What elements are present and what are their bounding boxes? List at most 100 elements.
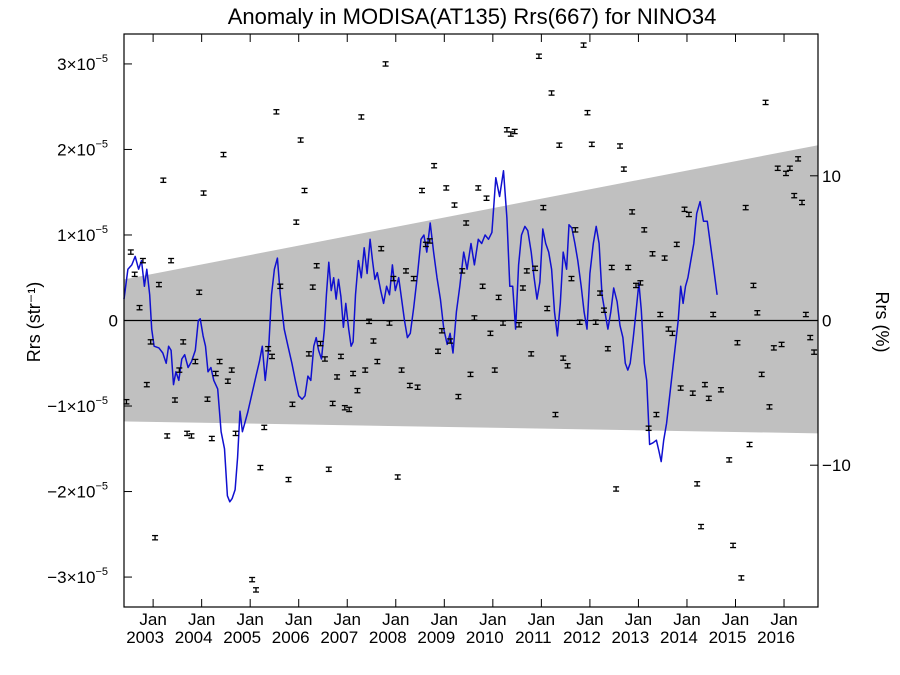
data-point bbox=[657, 311, 664, 318]
data-point bbox=[171, 397, 178, 403]
data-point bbox=[572, 227, 579, 233]
data-point bbox=[305, 351, 312, 357]
data-point bbox=[394, 474, 401, 480]
data-point bbox=[366, 318, 373, 325]
data-point bbox=[710, 311, 717, 318]
data-point bbox=[778, 341, 785, 348]
x-tick-year: 2010 bbox=[466, 628, 504, 647]
data-point bbox=[685, 211, 692, 218]
data-point bbox=[329, 400, 336, 407]
y-right-tick-label: −10 bbox=[822, 456, 851, 475]
data-point bbox=[544, 305, 551, 312]
y-tick-label: −1×10−5 bbox=[47, 395, 108, 416]
y-tick-label: 1×10−5 bbox=[57, 224, 108, 245]
data-point bbox=[257, 464, 264, 471]
data-point bbox=[192, 358, 199, 365]
data-point bbox=[378, 245, 385, 252]
data-point bbox=[564, 363, 571, 369]
x-tick-year: 2015 bbox=[709, 628, 747, 647]
data-point bbox=[795, 156, 802, 162]
data-point bbox=[293, 219, 300, 225]
data-point bbox=[176, 367, 183, 373]
data-point bbox=[410, 275, 417, 282]
data-point bbox=[483, 195, 490, 201]
data-point bbox=[625, 264, 632, 271]
data-point bbox=[802, 311, 809, 318]
y-axis-label-right: Rrs (%) bbox=[872, 292, 892, 353]
data-point bbox=[390, 275, 397, 282]
data-point bbox=[532, 265, 539, 272]
x-tick-month: Jan bbox=[334, 610, 361, 629]
data-point bbox=[406, 382, 413, 389]
data-point bbox=[471, 315, 478, 321]
data-point bbox=[588, 141, 595, 148]
x-tick-month: Jan bbox=[770, 610, 797, 629]
data-point bbox=[811, 349, 818, 355]
data-point bbox=[139, 257, 146, 264]
y-tick-label: 0 bbox=[109, 312, 118, 331]
data-point bbox=[540, 204, 547, 211]
y-tick-label: −2×10−5 bbox=[47, 481, 108, 502]
data-point bbox=[528, 351, 535, 357]
data-point bbox=[661, 255, 668, 261]
data-point bbox=[147, 339, 154, 345]
data-point bbox=[309, 284, 316, 290]
data-point bbox=[386, 320, 393, 326]
data-point bbox=[681, 206, 688, 213]
x-tick-year: 2014 bbox=[660, 628, 698, 647]
data-point bbox=[164, 433, 171, 439]
data-point bbox=[277, 283, 284, 290]
data-point bbox=[398, 367, 405, 373]
x-tick-year: 2008 bbox=[369, 628, 407, 647]
data-point bbox=[576, 319, 583, 325]
data-point bbox=[358, 114, 365, 120]
x-tick-year: 2007 bbox=[320, 628, 358, 647]
data-point bbox=[620, 166, 627, 172]
data-point bbox=[495, 294, 502, 301]
data-point bbox=[220, 151, 227, 158]
chart-title: Anomaly in MODISA(AT135) Rrs(667) for NI… bbox=[228, 4, 717, 29]
data-point bbox=[701, 381, 708, 388]
data-point bbox=[673, 241, 680, 248]
data-point bbox=[438, 327, 445, 334]
data-point bbox=[584, 109, 591, 116]
data-point bbox=[212, 370, 219, 377]
data-point bbox=[705, 395, 712, 402]
data-point bbox=[694, 481, 701, 487]
data-point bbox=[434, 348, 441, 355]
data-point bbox=[698, 523, 705, 530]
data-point bbox=[228, 367, 235, 373]
data-point bbox=[289, 401, 296, 408]
y-right-tick-label: 0 bbox=[822, 312, 831, 331]
data-point bbox=[556, 142, 563, 148]
data-point bbox=[762, 99, 769, 106]
data-point bbox=[511, 128, 518, 135]
data-point bbox=[637, 280, 644, 286]
data-point bbox=[730, 542, 737, 549]
x-tick-month: Jan bbox=[285, 610, 312, 629]
axes: −3×10−5 −2×10−5 −1×10−5 0 1×10−5 2×10−5 3×10−5… bbox=[47, 33, 851, 647]
y-axis-label-left: Rrs (str⁻¹) bbox=[24, 282, 44, 362]
data-point bbox=[523, 268, 530, 274]
data-point bbox=[750, 282, 757, 289]
data-point bbox=[500, 320, 507, 326]
data-point bbox=[754, 310, 761, 316]
data-point bbox=[334, 374, 341, 380]
data-point bbox=[313, 262, 320, 269]
data-point bbox=[208, 435, 215, 442]
x-tick-month: Jan bbox=[722, 610, 749, 629]
data-point bbox=[455, 393, 462, 400]
data-point bbox=[807, 334, 814, 341]
data-point bbox=[155, 281, 162, 288]
y-right-tick-label: 10 bbox=[822, 167, 841, 186]
data-point bbox=[168, 257, 175, 264]
x-tick-year: 2016 bbox=[757, 628, 795, 647]
data-point bbox=[616, 143, 623, 149]
data-point bbox=[180, 339, 187, 345]
data-point bbox=[200, 190, 207, 196]
y-tick-label: 3×10−5 bbox=[57, 53, 108, 74]
data-point bbox=[548, 90, 555, 96]
data-point bbox=[613, 486, 620, 492]
data-point bbox=[519, 285, 526, 291]
